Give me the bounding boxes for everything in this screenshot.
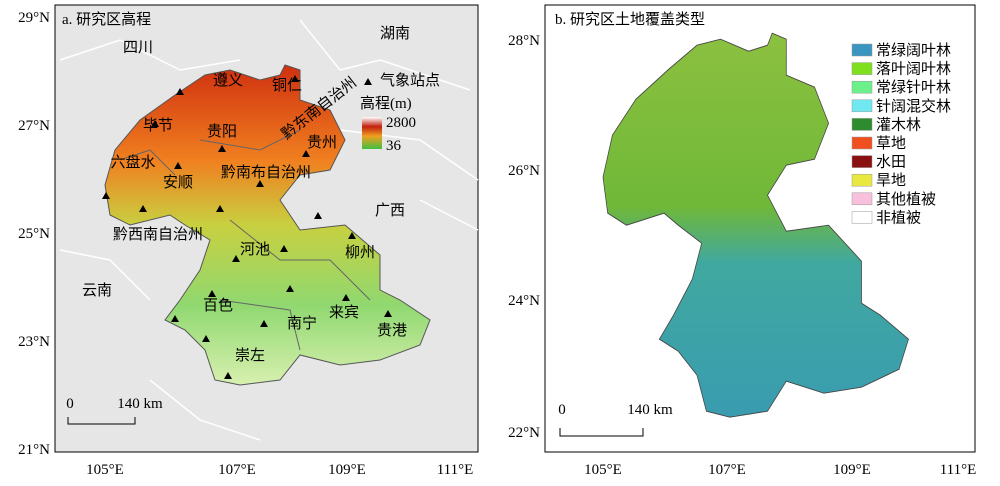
legend-label: 针阔混交林 [876, 97, 951, 115]
legend-swatch [851, 173, 873, 187]
legend-station: 气象站点 [380, 72, 440, 89]
panel-title: a. 研究区高程 [62, 11, 151, 28]
lon-tick-label: 105°E [584, 462, 622, 478]
scale-bar [559, 428, 644, 437]
legend-label: 草地 [876, 135, 906, 152]
lon-tick-label: 111°E [437, 462, 474, 478]
legend-label: 水田 [876, 154, 906, 171]
legend-swatch [851, 118, 873, 131]
place-label: 四川 [123, 40, 153, 56]
place-label: 广西 [375, 202, 405, 219]
place-label: 安顺 [163, 174, 193, 191]
lat-tick-label: 23°N [18, 334, 50, 350]
province-lines [59, 19, 479, 441]
lon-tick-label: 109°E [833, 462, 871, 478]
scale-start: 0 [66, 396, 74, 412]
place-label: 百色 [203, 297, 233, 314]
legend-swatch [851, 99, 873, 113]
place-label: 黔南布自治州 [221, 164, 311, 181]
lat-tick-label: 27°N [18, 118, 50, 134]
lon-tick-label: 109°E [328, 462, 366, 478]
lat-tick-label: 24°N [508, 293, 540, 309]
place-label: 遵义 [213, 71, 243, 89]
lat-tick-label: 21°N [18, 442, 50, 458]
lon-tick-label: 111°E [940, 462, 977, 478]
legend-label: 常绿阔叶林 [876, 42, 951, 59]
legend-label: 旱地 [876, 172, 906, 189]
scale-end: 140 km [117, 396, 163, 412]
lat-tick-label: 29°N [18, 10, 50, 26]
legend-label: 常绿针叶林 [876, 79, 951, 96]
lon-tick-label: 107°E [708, 462, 746, 478]
lat-tick-label: 28°N [508, 33, 540, 49]
city-lines [119, 129, 371, 351]
place-label: 湖南 [380, 25, 410, 42]
legend-swatch [851, 43, 873, 57]
scale-end: 140 km [627, 402, 673, 418]
legend-label: 灌木林 [876, 116, 921, 133]
legend-label: 其他植被 [876, 191, 936, 208]
lat-tick-label: 25°N [18, 226, 50, 242]
legend-label: 落叶阔叶林 [876, 61, 951, 78]
place-label: 河池 [240, 241, 270, 258]
legend-swatch [851, 80, 873, 94]
legend-station-symbol [364, 78, 372, 85]
legend-swatch [851, 211, 873, 224]
lon-tick-label: 105°E [86, 462, 124, 478]
legend-swatch [851, 62, 873, 75]
scale-bar [67, 417, 136, 425]
place-label: 柳州 [345, 244, 375, 261]
panel-a: a. 研究区高程 29°N 27°N 25°N 23°N 21°N 105°E … [18, 4, 479, 478]
panel-title: b. 研究区土地覆盖类型 [555, 11, 705, 28]
place-label: 铜仁 [272, 77, 302, 94]
legend-elevation-bar [362, 117, 382, 149]
lon-tick-label: 107°E [218, 462, 256, 478]
place-label: 云南 [82, 282, 112, 299]
place-label: 黔西南自治州 [113, 226, 203, 243]
place-label: 毕节 [143, 117, 173, 134]
lat-tick-label: 22°N [508, 425, 540, 441]
legend-swatch [851, 192, 873, 206]
place-label: 六盘水 [110, 153, 155, 171]
panel-b: b. 研究区土地覆盖类型 28°N 26°N 24°N 22°N 105°E 1… [508, 4, 977, 478]
place-label: 南宁 [287, 315, 317, 332]
place-label: 崇左 [235, 347, 265, 364]
legend-swatch [851, 136, 873, 150]
lat-tick-label: 26°N [508, 163, 540, 179]
place-label: 贵州 [307, 134, 337, 151]
legend-elevation-max: 2800 [386, 115, 416, 131]
scale-start: 0 [558, 402, 566, 418]
legend-label: 非植被 [876, 209, 921, 226]
place-label: 贵阳 [207, 123, 237, 140]
legend-swatch [851, 155, 873, 168]
place-label: 来宾 [329, 304, 359, 321]
legend-elevation-title: 高程(m) [360, 95, 412, 112]
place-label: 贵港 [377, 322, 407, 339]
legend-elevation-min: 36 [386, 138, 402, 154]
